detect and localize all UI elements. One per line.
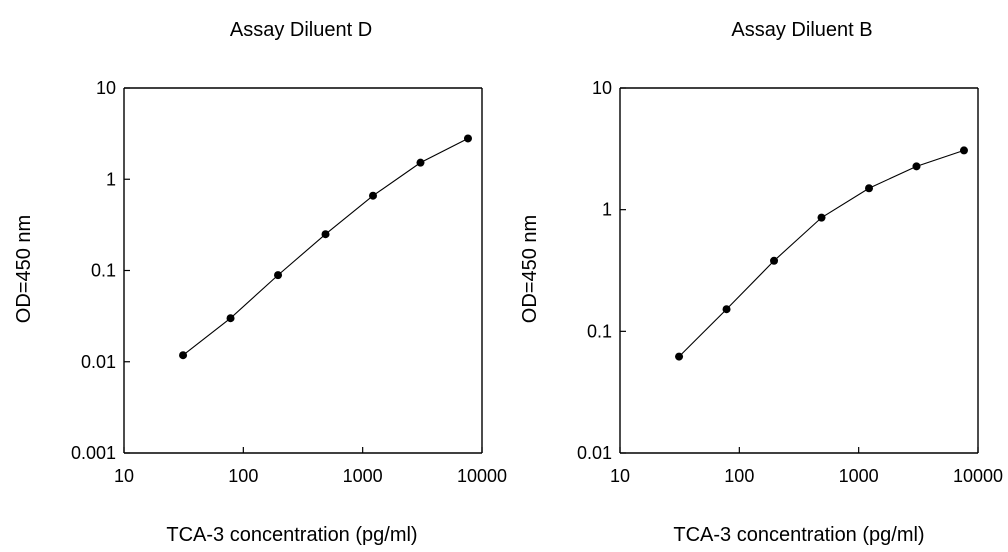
y-tick-label: 0.001 (71, 443, 116, 463)
y-tick-label: 0.01 (577, 443, 612, 463)
data-point (959, 146, 968, 155)
x-tick-label: 100 (228, 466, 258, 486)
y-tick-label: 0.1 (91, 261, 116, 281)
data-point (463, 134, 472, 143)
y-tick-label: 10 (96, 78, 116, 98)
x-axis-label: TCA-3 concentration (pg/ml) (166, 524, 417, 546)
data-point (369, 191, 378, 200)
series-line (678, 149, 965, 357)
x-tick-label: 10 (610, 466, 630, 486)
x-tick-label: 10000 (953, 466, 1003, 486)
data-point (321, 230, 330, 239)
y-tick-label: 0.01 (81, 352, 116, 372)
data-point (770, 256, 779, 265)
data-point (226, 314, 235, 323)
data-point (274, 271, 283, 280)
x-tick-label: 1000 (839, 466, 879, 486)
y-axis-label: OD=450 nm (13, 215, 35, 323)
y-tick-label: 1 (602, 200, 612, 220)
x-tick-label: 1000 (343, 466, 383, 486)
y-tick-label: 10 (592, 78, 612, 98)
series-line (182, 137, 469, 356)
x-tick-label: 10 (114, 466, 134, 486)
data-point (416, 158, 425, 167)
x-tick-label: 100 (724, 466, 754, 486)
y-axis-label: OD=450 nm (519, 215, 541, 323)
data-point (675, 352, 684, 361)
chart-panel-2: Assay Diluent B OD=450 nm TCA-3 concentrat… (519, 19, 1003, 546)
data-point (865, 184, 874, 193)
chart-title: Assay Diluent D (230, 19, 372, 41)
y-tick-label: 0.1 (587, 321, 612, 341)
chart-title: Assay Diluent B (731, 19, 872, 41)
y-tick-label: 1 (106, 169, 116, 189)
data-point (817, 213, 826, 222)
data-point (912, 162, 921, 171)
x-axis-label: TCA-3 concentration (pg/ml) (673, 524, 924, 546)
data-point (179, 351, 188, 360)
chart-panel-1: Assay Diluent D OD=450 nm TCA-3 concentrat… (13, 19, 507, 546)
data-point (722, 305, 731, 314)
x-tick-label: 10000 (457, 466, 507, 486)
